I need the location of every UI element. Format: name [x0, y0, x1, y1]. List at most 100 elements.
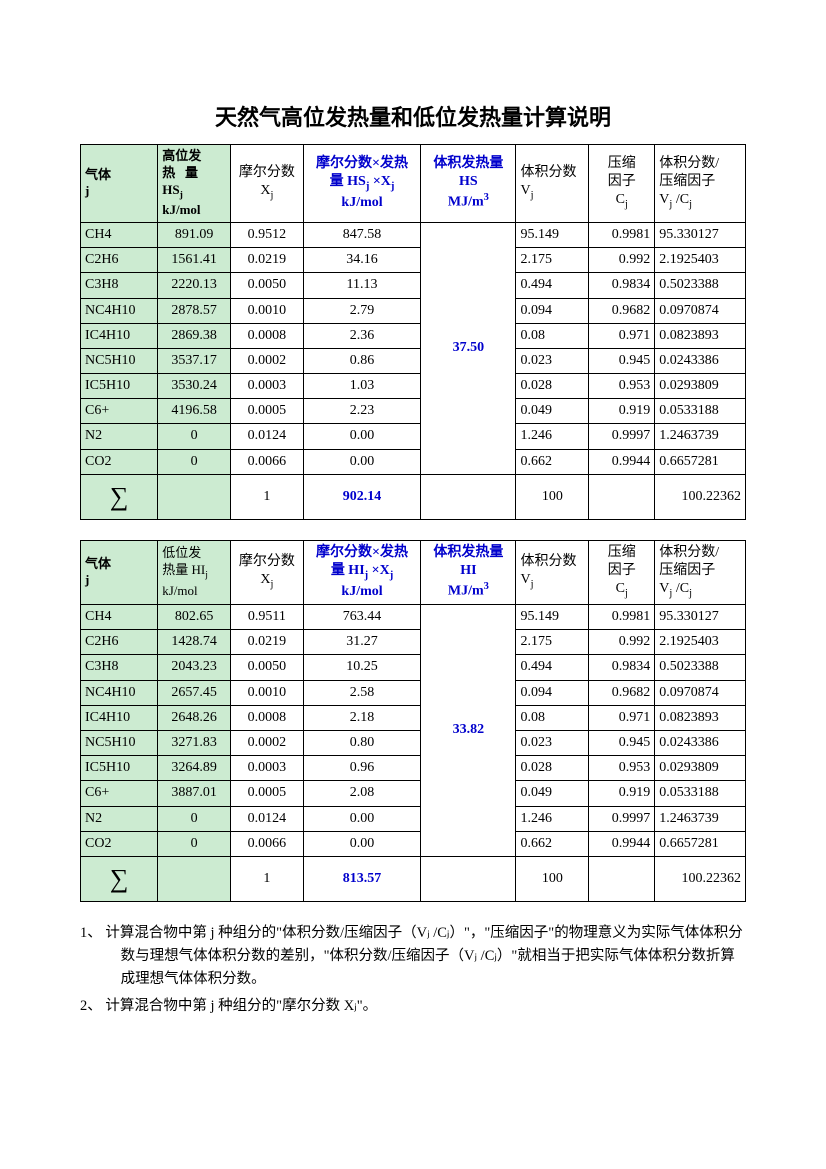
- empty-cell: [589, 474, 655, 519]
- cell-cj: 0.953: [589, 374, 655, 399]
- cell-vj: 0.494: [516, 273, 589, 298]
- table-row: CO200.00660.000.6620.99440.6657281: [81, 831, 746, 856]
- col-xj: 摩尔分数Xj: [231, 145, 304, 223]
- cell-cj: 0.919: [589, 781, 655, 806]
- cell-hs: 2043.23: [158, 655, 231, 680]
- cell-vc: 0.5023388: [655, 655, 746, 680]
- col-vc: 体积分数/压缩因子Vj /Cj: [655, 145, 746, 223]
- cell-vc: 2.1925403: [655, 248, 746, 273]
- cell-xj: 0.0010: [231, 298, 304, 323]
- cell-vj: 0.494: [516, 655, 589, 680]
- cell-gas: N2: [81, 806, 158, 831]
- col-xj: 摩尔分数Xj: [231, 540, 304, 604]
- notes-block: 1、 计算混合物中第 j 种组分的"体积分数/压缩因子（Vⱼ /Cⱼ）"，"压缩…: [80, 922, 746, 1019]
- table-hi: 气体j 低位发热量 HIjkJ/mol 摩尔分数Xj 摩尔分数×发热量 HIj …: [80, 540, 746, 902]
- cell-hs: 2878.57: [158, 298, 231, 323]
- cell-vc: 0.5023388: [655, 273, 746, 298]
- col-vol: 体积发热量HIMJ/m3: [421, 540, 516, 604]
- cell-vj: 95.149: [516, 222, 589, 247]
- cell-hs: 2648.26: [158, 705, 231, 730]
- cell-hsx: 763.44: [303, 605, 421, 630]
- table-row: C2H61428.740.021931.272.1750.9922.192540…: [81, 630, 746, 655]
- cell-vc: 0.6657281: [655, 831, 746, 856]
- empty-cell: [421, 474, 516, 519]
- page-title: 天然气高位发热量和低位发热量计算说明: [80, 100, 746, 132]
- note-1: 1、 计算混合物中第 j 种组分的"体积分数/压缩因子（Vⱼ /Cⱼ）"，"压缩…: [80, 922, 746, 992]
- cell-vc: 0.0243386: [655, 730, 746, 755]
- cell-vc: 0.0970874: [655, 298, 746, 323]
- cell-gas: C3H8: [81, 655, 158, 680]
- cell-xj: 0.0005: [231, 399, 304, 424]
- cell-xj: 0.0003: [231, 374, 304, 399]
- table-row: IC4H102869.380.00082.360.080.9710.082389…: [81, 323, 746, 348]
- cell-cj: 0.9997: [589, 424, 655, 449]
- sigma-icon: ∑: [81, 474, 158, 519]
- sum-vj: 100: [516, 474, 589, 519]
- cell-hs: 891.09: [158, 222, 231, 247]
- cell-gas: NC4H10: [81, 680, 158, 705]
- cell-hs: 2657.45: [158, 680, 231, 705]
- cell-cj: 0.9981: [589, 605, 655, 630]
- cell-vc: 0.0823893: [655, 323, 746, 348]
- cell-xj: 0.0002: [231, 730, 304, 755]
- cell-vj: 0.662: [516, 831, 589, 856]
- sum-vc: 100.22362: [655, 856, 746, 901]
- cell-volheat: 37.50: [421, 222, 516, 474]
- cell-vc: 1.2463739: [655, 806, 746, 831]
- cell-vj: 0.028: [516, 756, 589, 781]
- cell-vc: 1.2463739: [655, 424, 746, 449]
- cell-vc: 0.0293809: [655, 756, 746, 781]
- cell-hsx: 2.18: [303, 705, 421, 730]
- table-row: NC5H103537.170.00020.860.0230.9450.02433…: [81, 348, 746, 373]
- table-row: N200.01240.001.2460.99971.2463739: [81, 806, 746, 831]
- col-gas: 气体j: [81, 145, 158, 223]
- sum-hsx: 813.57: [303, 856, 421, 901]
- cell-cj: 0.9834: [589, 273, 655, 298]
- cell-cj: 0.992: [589, 248, 655, 273]
- table-row: CH4802.650.9511763.4433.8295.1490.998195…: [81, 605, 746, 630]
- cell-vj: 0.094: [516, 298, 589, 323]
- cell-gas: C2H6: [81, 248, 158, 273]
- sum-xj: 1: [231, 856, 304, 901]
- cell-cj: 0.9944: [589, 831, 655, 856]
- cell-cj: 0.9834: [589, 655, 655, 680]
- cell-xj: 0.0124: [231, 424, 304, 449]
- cell-hs: 0: [158, 831, 231, 856]
- cell-vc: 0.0533188: [655, 399, 746, 424]
- cell-xj: 0.0003: [231, 756, 304, 781]
- table-header-row: 气体j 高位发热 量HSjkJ/mol 摩尔分数Xj 摩尔分数×发热量 HSj …: [81, 145, 746, 223]
- cell-cj: 0.9682: [589, 298, 655, 323]
- sum-hsx: 902.14: [303, 474, 421, 519]
- table-row: C3H82220.130.005011.130.4940.98340.50233…: [81, 273, 746, 298]
- cell-hsx: 0.80: [303, 730, 421, 755]
- sum-vj: 100: [516, 856, 589, 901]
- cell-cj: 0.919: [589, 399, 655, 424]
- empty-cell: [589, 856, 655, 901]
- note-2: 2、 计算混合物中第 j 种组分的"摩尔分数 Xⱼ"。: [80, 995, 746, 1018]
- cell-gas: C2H6: [81, 630, 158, 655]
- sum-xj: 1: [231, 474, 304, 519]
- cell-cj: 0.971: [589, 705, 655, 730]
- cell-hsx: 0.86: [303, 348, 421, 373]
- cell-vc: 95.330127: [655, 605, 746, 630]
- cell-xj: 0.0008: [231, 705, 304, 730]
- table-row: IC5H103530.240.00031.030.0280.9530.02938…: [81, 374, 746, 399]
- table-row: NC4H102878.570.00102.790.0940.96820.0970…: [81, 298, 746, 323]
- cell-cj: 0.945: [589, 348, 655, 373]
- table-row: C6+4196.580.00052.230.0490.9190.0533188: [81, 399, 746, 424]
- table-header-row: 气体j 低位发热量 HIjkJ/mol 摩尔分数Xj 摩尔分数×发热量 HIj …: [81, 540, 746, 604]
- col-hsx: 摩尔分数×发热量 HIj ×XjkJ/mol: [303, 540, 421, 604]
- cell-xj: 0.0050: [231, 655, 304, 680]
- cell-hsx: 34.16: [303, 248, 421, 273]
- cell-hsx: 2.79: [303, 298, 421, 323]
- cell-xj: 0.0066: [231, 449, 304, 474]
- table-row: C2H61561.410.021934.162.1750.9922.192540…: [81, 248, 746, 273]
- document-page: 天然气高位发热量和低位发热量计算说明 气体j 高位发热 量HSjkJ/mol 摩…: [0, 0, 826, 1063]
- col-vc: 体积分数/压缩因子Vj /Cj: [655, 540, 746, 604]
- cell-hsx: 11.13: [303, 273, 421, 298]
- cell-xj: 0.0005: [231, 781, 304, 806]
- cell-hsx: 1.03: [303, 374, 421, 399]
- table-row: C6+3887.010.00052.080.0490.9190.0533188: [81, 781, 746, 806]
- cell-vj: 2.175: [516, 248, 589, 273]
- cell-hs: 0: [158, 806, 231, 831]
